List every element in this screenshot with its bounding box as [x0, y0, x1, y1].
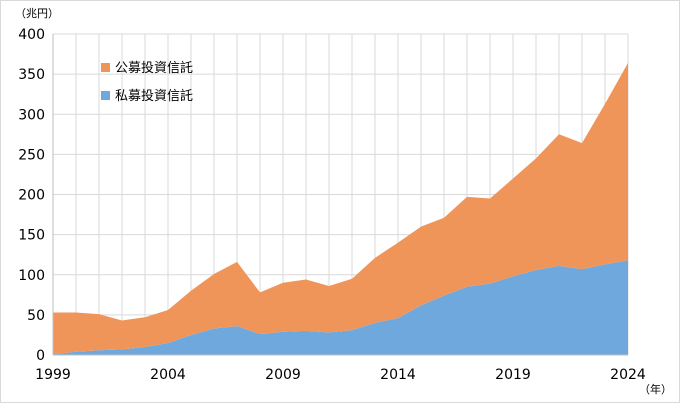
x-tick-label: 2009: [265, 367, 301, 383]
x-tick-label: 1999: [35, 367, 71, 383]
area-public-investment-trusts: [53, 62, 628, 355]
y-tick-label: 50: [27, 308, 45, 324]
x-unit-label: （年）: [639, 382, 672, 396]
x-tick-label: 2004: [150, 367, 186, 383]
axes: 0 50 100 150 200 250 300 350 400 1999 2004 2009 2014…: [18, 27, 646, 383]
legend-swatch: [101, 63, 110, 72]
area-private-investment-trusts: [53, 260, 628, 355]
legend-label: 私募投資信託: [115, 88, 193, 104]
x-tick-label: 2019: [495, 367, 531, 383]
x-tick-label: 2014: [380, 367, 416, 383]
x-tick-label: 2024: [610, 367, 646, 383]
areas: [53, 62, 628, 355]
y-tick-label: 400: [18, 27, 45, 43]
y-tick-label: 200: [18, 188, 45, 204]
y-tick-label: 250: [18, 147, 45, 163]
legend-label: 公募投資信託: [115, 60, 193, 76]
y-tick-label: 150: [18, 228, 45, 244]
y-tick-label: 0: [36, 348, 45, 364]
y-tick-label: 350: [18, 67, 45, 83]
legend-swatch: [101, 91, 110, 100]
y-tick-label: 100: [18, 268, 45, 284]
y-tick-label: 300: [18, 107, 45, 123]
y-unit-label: （兆円）: [15, 7, 59, 20]
